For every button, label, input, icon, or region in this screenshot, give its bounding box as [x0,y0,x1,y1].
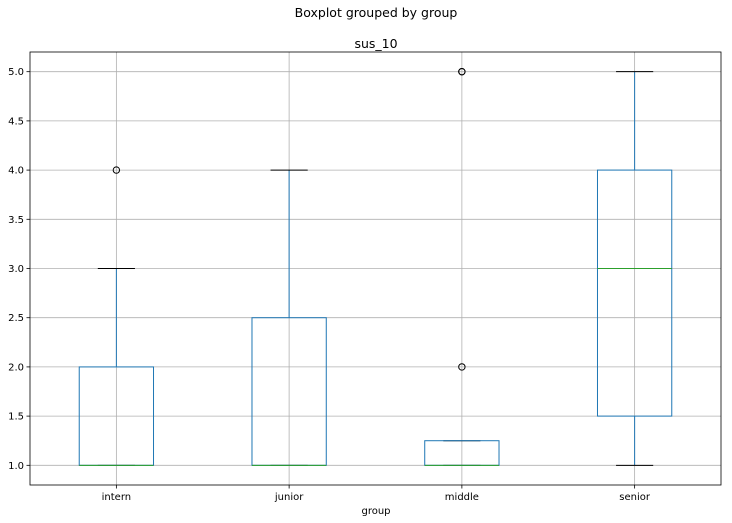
box-group-intern [78,166,155,466]
tick-layer: 1.0 1.5 2.0 2.5 3.0 3.5 4.0 4.5 5.0 intern junior m… [8,67,651,503]
box-iqr [596,169,673,417]
y-tick-label: 4.0 [8,166,24,177]
box-group-junior [251,169,327,466]
outlier-point [458,363,466,371]
y-tick-label: 2.0 [8,362,24,373]
chart-title: sus_10 [354,36,397,51]
y-tick-label: 1.5 [8,412,24,423]
figure-suptitle: Boxplot grouped by group [295,5,458,20]
x-tick-label: senior [619,492,651,503]
x-tick-label: junior [274,492,304,503]
y-tick-label: 3.0 [8,264,24,275]
x-tick-label: intern [102,492,131,503]
outlier-point [458,67,466,76]
box-group-middle [424,67,500,466]
x-tick-label: middle [445,492,479,503]
x-axis-label: group [361,506,390,517]
y-tick-label: 4.5 [8,116,24,127]
y-tick-label: 1.0 [8,461,24,472]
box-layer [78,67,673,466]
y-tick-label: 3.5 [8,215,24,226]
y-tick-label: 5.0 [8,67,24,78]
box-group-senior [596,71,673,466]
outlier-point [112,166,121,174]
y-tick-label: 2.5 [8,313,24,324]
